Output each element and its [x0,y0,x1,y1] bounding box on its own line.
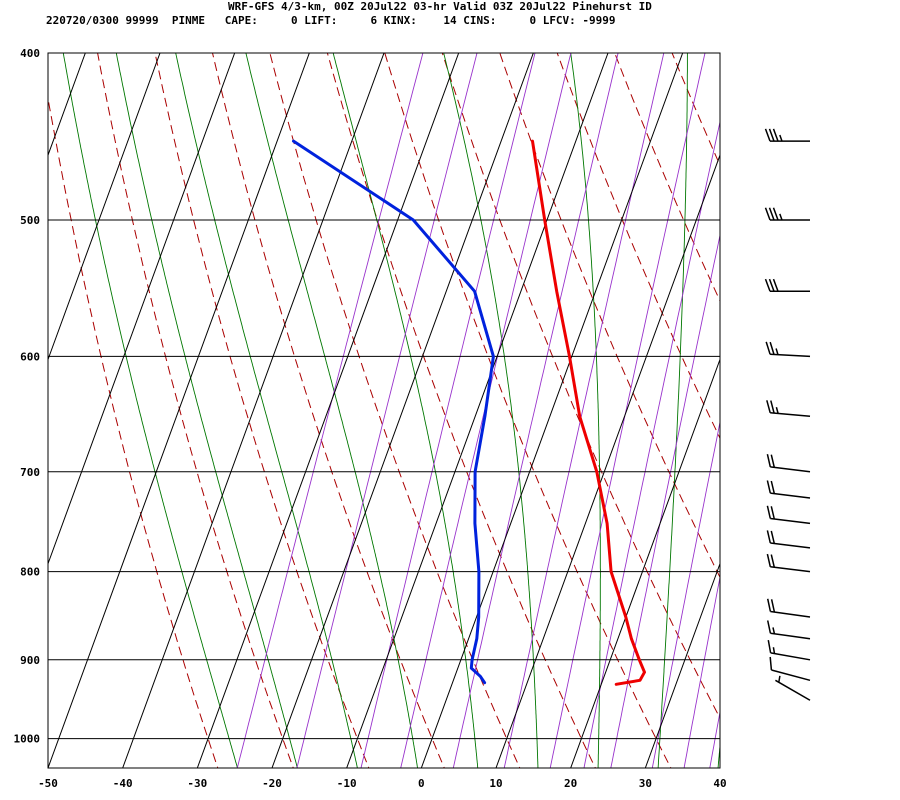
moist-adiabat [657,53,688,768]
sounding-traces [292,139,646,686]
moist-adiabat [570,53,601,768]
isotherm [0,53,11,768]
chart-title: WRF-GFS 4/3-km, 00Z 20Jul22 03-hr Valid … [228,0,652,13]
moist-adiabat [332,53,479,768]
isotherm [346,53,609,768]
mixing-ratio-line [503,53,665,768]
dry-adiabat [499,53,720,579]
dry-adiabat [384,53,672,768]
mixing-ratio-line [683,575,720,768]
pressure-tick-label: 400 [20,47,40,60]
moist-adiabat [115,53,298,768]
background-lines [48,15,900,776]
wind-barb [766,480,811,499]
pressure-tick-label: 600 [20,350,40,363]
isotherm [48,53,161,361]
temperature-tick-label: 0 [418,777,425,790]
wind-barb [764,278,811,293]
isotherm [719,766,720,768]
mixing-ratio-line [296,53,478,768]
wind-barb [764,207,811,221]
wind-barb [765,341,811,358]
dry-adiabat [826,15,900,776]
temperature-tick-label: 40 [713,777,726,790]
temperature-tick-label: 30 [639,777,652,790]
dry-adiabat [614,53,720,303]
pressure-tick-label: 700 [20,466,40,479]
dry-adiabat [211,53,445,768]
mixing-ratio-line [236,53,424,768]
wind-barb [766,400,811,418]
temperature-tick-label: -30 [187,777,207,790]
stability-indices-line: 220720/0300 99999 PINME CAPE: 0 LIFT: 6 … [46,14,616,27]
moist-adiabat [443,53,539,768]
isotherm [644,562,720,768]
dry-adiabat [48,95,219,768]
mixing-ratio-line [549,53,706,768]
temperature-axis-labels: -50 -40 -30 -20 -10 0 10 20 30 40 [38,777,727,790]
pressure-tick-label: 900 [20,654,40,667]
temperature-tick-label: 20 [564,777,577,790]
pressure-tick-label: 1000 [14,733,41,746]
isotherm [48,53,310,768]
moist-adiabat [245,53,419,768]
grid [0,53,720,768]
wind-barb [767,639,811,661]
wind-barb [766,620,811,640]
mixing-ratio-line [610,233,720,768]
temperature-tick-label: 10 [489,777,502,790]
isotherm [48,53,86,157]
dry-adiabat [671,53,720,167]
pressure-tick-label: 800 [20,566,40,579]
mixing-ratio-line [400,53,572,768]
isotherm [196,53,460,768]
mixing-ratio-line [651,419,720,768]
isotherm [495,153,720,768]
dry-adiabat [269,53,521,768]
wind-barb [766,530,811,549]
isotherm [420,53,684,768]
mixing-ratio-line [709,709,720,768]
moist-adiabat [62,53,238,768]
moist-adiabat [175,53,358,768]
temperature-tick-label: -20 [262,777,282,790]
wind-barb [764,128,811,142]
mixing-ratio-line [360,53,536,768]
isotherm [122,53,385,768]
pressure-tick-label: 500 [20,214,40,227]
dry-adiabat [883,15,900,776]
dry-adiabat [713,15,900,776]
wind-barbs [764,128,811,701]
dry-adiabat [556,53,720,440]
temperature-trace [531,139,646,686]
wind-barb [766,454,811,473]
wind-barb [766,598,811,618]
dry-adiabat [441,53,720,720]
isotherm [570,357,720,768]
mixing-ratio-line [583,119,720,768]
wind-barb [766,505,811,525]
dry-adiabat [770,15,900,776]
dry-adiabat [326,53,596,768]
dewpoint-trace [292,139,495,685]
isotherm [271,53,534,768]
wind-barb [766,553,811,573]
plot-frame [47,52,721,769]
pressure-axis-labels: 400 500 600 700 800 900 1000 [14,47,41,746]
moist-adiabat [717,740,720,768]
mixing-ratio-line [452,53,619,768]
temperature-tick-label: -40 [113,777,133,790]
isotherm [48,53,236,566]
wind-barb [775,675,811,701]
wind-barb [769,656,811,682]
temperature-tick-label: -50 [38,777,58,790]
dry-adiabat [97,53,294,768]
temperature-tick-label: -10 [337,777,357,790]
